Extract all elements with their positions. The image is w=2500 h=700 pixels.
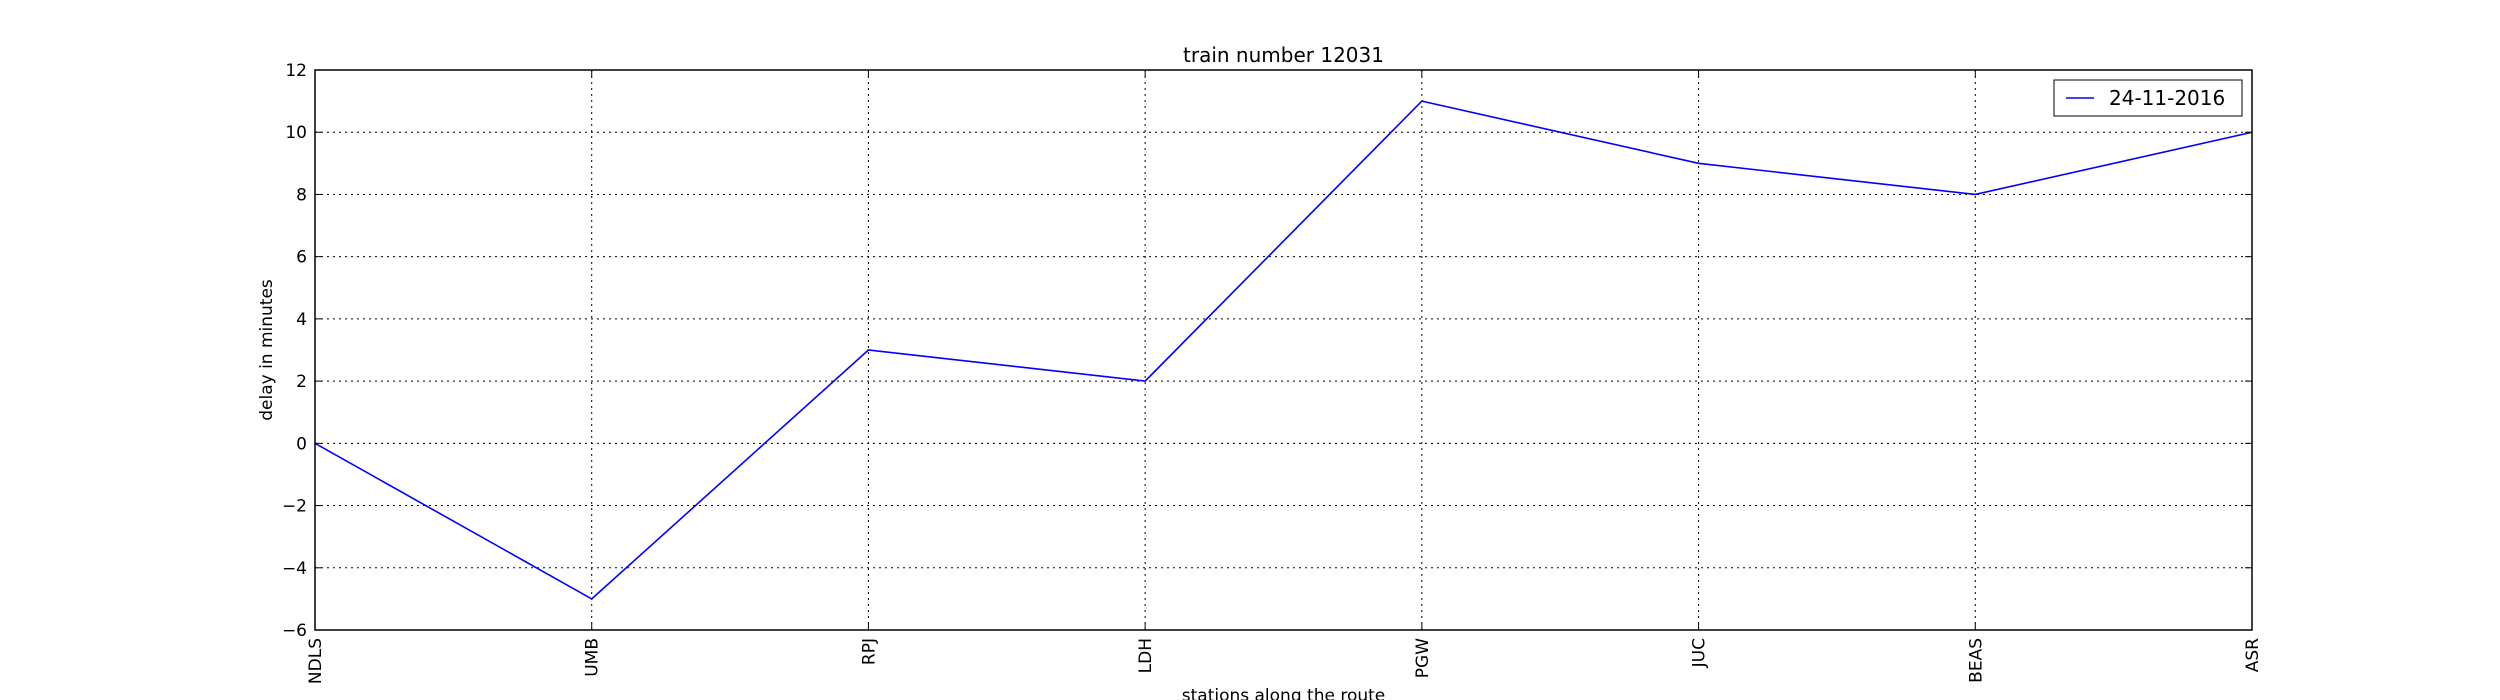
y-tick-label: 2 xyxy=(296,372,307,392)
y-tick-label: 12 xyxy=(285,61,307,81)
y-tick-label: 4 xyxy=(296,310,307,330)
ticks: −6 −4 −2 0 2 4 6 8 10 12 NDLS UMB RPJ LDH PGW JUC BEAS AS… xyxy=(282,61,2263,684)
y-tick-label: 6 xyxy=(296,248,307,268)
x-tick-label: RPJ xyxy=(859,638,879,665)
x-tick-label: BEAS xyxy=(1966,638,1986,683)
y-tick-label: −2 xyxy=(282,497,307,517)
x-tick-label: NDLS xyxy=(306,638,326,684)
y-axis-label: delay in minutes xyxy=(257,279,277,421)
y-tick-label: 0 xyxy=(296,434,307,454)
y-tick-label: −6 xyxy=(282,621,307,641)
legend-label: 24-11-2016 xyxy=(2109,86,2225,110)
x-tick-label: PGW xyxy=(1413,638,1433,678)
y-tick-label: 8 xyxy=(296,185,307,205)
x-axis-label: stations along the route xyxy=(1182,686,1386,700)
chart-title: train number 12031 xyxy=(1183,43,1384,67)
grid xyxy=(315,70,2252,630)
x-tick-label: LDH xyxy=(1136,638,1156,673)
x-tick-label: ASR xyxy=(2243,638,2263,672)
x-tick-label: JUC xyxy=(1690,638,1710,668)
series-layer xyxy=(314,100,2253,600)
series-line xyxy=(314,100,2253,600)
plot-frame xyxy=(314,69,2253,631)
x-tick-label: UMB xyxy=(583,638,603,677)
y-tick-label: 10 xyxy=(285,123,307,143)
legend: 24-11-2016 xyxy=(2053,79,2243,117)
y-tick-label: −4 xyxy=(282,559,307,579)
